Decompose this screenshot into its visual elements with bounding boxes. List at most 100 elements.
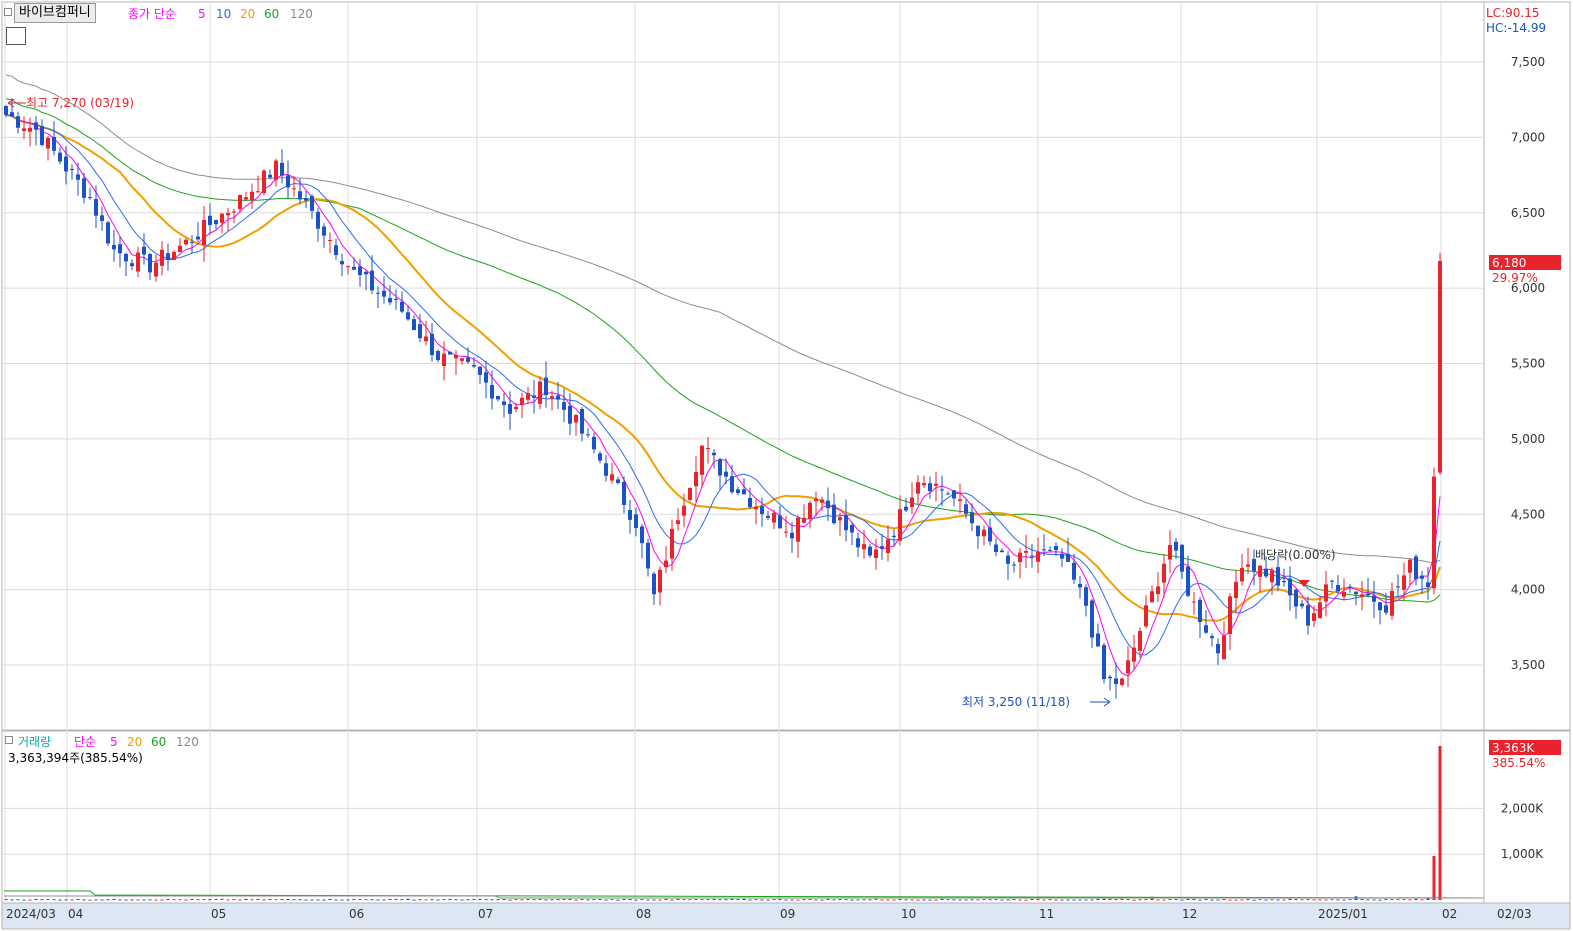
- volume-bar: [496, 899, 500, 901]
- volume-bar: [1366, 899, 1370, 901]
- candle-body: [820, 499, 824, 503]
- candle-body: [1054, 546, 1058, 551]
- candle-body: [946, 493, 950, 495]
- candle-body: [40, 126, 44, 145]
- volume-bar: [238, 899, 242, 901]
- candle-body: [28, 127, 32, 132]
- candle-body: [1402, 575, 1406, 590]
- volume-bar: [886, 899, 890, 901]
- volume-bar: [670, 899, 674, 901]
- grid-menu-icon[interactable]: [6, 27, 26, 45]
- volume-bar: [136, 899, 140, 901]
- volume-bar: [262, 899, 266, 901]
- candle-body: [196, 236, 200, 240]
- candle-body: [22, 128, 26, 131]
- volume-bar: [34, 898, 38, 900]
- volume-bar: [988, 899, 992, 901]
- candle-body: [886, 539, 890, 554]
- panel-toggle-icon[interactable]: [4, 8, 12, 16]
- volume-bar: [922, 899, 926, 901]
- price-tick-label: 5,000: [1511, 432, 1545, 446]
- candle-body: [652, 573, 656, 595]
- candle-body: [838, 517, 842, 521]
- candle-body: [1348, 586, 1352, 589]
- candle-body: [130, 263, 134, 267]
- candle-body: [154, 262, 158, 277]
- volume-bar: [1012, 899, 1016, 901]
- volume-bar: [196, 899, 200, 901]
- candle-body: [124, 253, 128, 262]
- volume-toggle-icon[interactable]: [5, 736, 13, 744]
- volume-bar: [1084, 899, 1088, 901]
- volume-bar: [562, 898, 566, 900]
- candle-body: [676, 520, 680, 525]
- candle-body: [1426, 582, 1430, 588]
- volume-bar: [898, 898, 902, 900]
- candle-body: [1336, 585, 1340, 592]
- candle-body: [1024, 550, 1028, 553]
- candle-body: [1414, 556, 1418, 580]
- volume-bar: [466, 899, 470, 901]
- candle-body: [346, 266, 350, 268]
- candle-body: [184, 239, 188, 245]
- volume-bar: [244, 898, 248, 900]
- volume-bar: [802, 899, 806, 901]
- candle-body: [1066, 553, 1070, 562]
- volume-bar: [610, 899, 614, 901]
- volume-bar: [292, 899, 296, 901]
- candle-body: [142, 246, 146, 255]
- volume-bar: [1324, 899, 1328, 901]
- volume-bar: [1198, 899, 1202, 901]
- candle-body: [1108, 676, 1112, 679]
- candle-body: [1132, 647, 1136, 662]
- volume-bar: [1252, 899, 1256, 901]
- candle-body: [1378, 602, 1382, 611]
- volume-bar: [724, 899, 728, 901]
- candle-body: [592, 436, 596, 450]
- candle-body: [502, 401, 506, 406]
- candle-body: [1390, 590, 1394, 616]
- candle-body: [256, 191, 260, 193]
- volume-bar: [1168, 898, 1172, 900]
- candle-body: [580, 409, 584, 434]
- volume-bar: [604, 899, 608, 901]
- volume-bar: [124, 899, 128, 901]
- candle-body: [1372, 595, 1376, 602]
- candle-body: [10, 112, 14, 117]
- volume-bar: [370, 899, 374, 901]
- stock-name-button[interactable]: 바이브컴퍼니: [14, 3, 96, 23]
- volume-bar: [172, 899, 176, 901]
- candle-body: [106, 222, 110, 244]
- volume-bar: [568, 898, 572, 900]
- candle-body: [748, 497, 752, 508]
- volume-bar: [1306, 899, 1310, 901]
- volume-bar: [28, 899, 32, 901]
- volume-bar: [1246, 898, 1250, 900]
- volume-bar: [334, 899, 338, 901]
- volume-bar: [1384, 898, 1388, 900]
- volume-bar: [550, 899, 554, 901]
- volume-bar: [808, 898, 812, 900]
- volume-bar: [1042, 899, 1046, 901]
- candle-body: [94, 199, 98, 216]
- volume-bar: [1408, 899, 1412, 901]
- candle-body: [298, 191, 302, 200]
- candle-body: [1222, 635, 1226, 660]
- candle-body: [562, 402, 566, 410]
- volume-bar: [1240, 899, 1244, 901]
- candle-body: [46, 138, 50, 149]
- candle-body: [442, 353, 446, 366]
- volume-bar: [436, 899, 440, 901]
- volume-bar: [484, 899, 488, 901]
- candle-body: [1072, 562, 1076, 580]
- volume-bar: [1432, 856, 1436, 900]
- price-tick-label: 6,000: [1511, 281, 1545, 295]
- candle-body: [82, 178, 86, 198]
- axis-labels: 3,500 4,000 4,500 5,000 5,500 6,000 6,500 7,000…: [6, 55, 1545, 921]
- candle-body: [190, 242, 194, 244]
- candle-body: [880, 546, 884, 549]
- volume-bar: [574, 899, 578, 901]
- candle-body: [490, 384, 494, 399]
- volume-bar: [214, 898, 218, 900]
